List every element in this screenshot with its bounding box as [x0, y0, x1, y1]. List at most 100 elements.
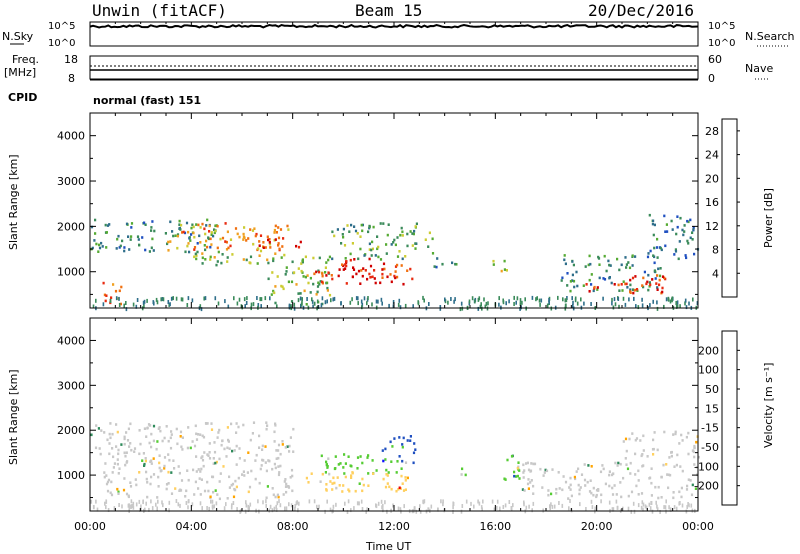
ground-scatter-pixel [288, 303, 291, 308]
echo-pixel [659, 246, 662, 250]
echo-pixel [170, 492, 174, 495]
echo-pixel [167, 249, 170, 252]
ground-scatter-pixel [412, 304, 414, 309]
echo-pixel [570, 494, 573, 498]
ground-scatter-pixel [474, 299, 476, 304]
echo-pixel [300, 269, 303, 273]
echo-pixel [288, 444, 291, 448]
echo-pixel [608, 473, 611, 477]
ground-scatter-pixel [349, 300, 352, 305]
power-colorbar-tick-label: 4 [712, 267, 719, 280]
echo-pixel [214, 224, 217, 228]
echo-pixel [255, 232, 258, 236]
echo-pixel [146, 481, 149, 484]
echo-pixel [350, 464, 353, 468]
echo-pixel [369, 276, 372, 279]
echo-pixel [275, 457, 278, 460]
ground-scatter-pixel [642, 502, 645, 507]
echo-pixel [202, 464, 205, 468]
echo-pixel [138, 429, 141, 432]
echo-pixel [242, 238, 245, 241]
ground-scatter-pixel [142, 500, 144, 505]
echo-pixel [117, 472, 120, 475]
echo-pixel [186, 469, 189, 472]
echo-pixel [359, 282, 362, 285]
echo-pixel [411, 244, 414, 247]
echo-pixel [277, 242, 280, 245]
echo-pixel [566, 284, 569, 287]
echo-pixel [117, 448, 120, 452]
echo-pixel [151, 220, 154, 223]
echo-pixel [385, 252, 388, 255]
echo-pixel [336, 228, 339, 231]
ground-scatter-pixel [380, 499, 383, 504]
echo-pixel [152, 457, 155, 460]
echo-pixel [359, 247, 362, 251]
echo-pixel [341, 233, 344, 236]
echo-pixel [117, 492, 120, 495]
ground-scatter-pixel [651, 509, 654, 514]
echo-pixel [400, 467, 403, 470]
echo-pixel [598, 276, 601, 280]
echo-pixel [259, 234, 263, 237]
ground-scatter-pixel [649, 303, 651, 308]
echo-pixel [218, 428, 221, 432]
echo-pixel [663, 214, 666, 218]
echo-pixel [654, 485, 657, 489]
ground-scatter-pixel [574, 298, 577, 303]
echo-pixel [213, 228, 216, 231]
echo-pixel [394, 243, 397, 247]
echo-pixel [371, 247, 374, 251]
echo-pixel [385, 243, 388, 246]
echo-pixel [620, 283, 623, 286]
echo-pixel [194, 480, 197, 484]
velocity-colorbar-tick-label: -50 [701, 441, 719, 454]
echo-pixel [98, 246, 102, 250]
echo-pixel [175, 427, 178, 431]
echo-pixel [569, 476, 572, 480]
echo-pixel [212, 457, 215, 460]
ground-scatter-pixel [493, 507, 496, 512]
echo-pixel [492, 259, 495, 263]
echo-pixel [193, 255, 196, 259]
echo-pixel [631, 254, 634, 257]
echo-pixel [169, 220, 172, 224]
echo-pixel [348, 489, 351, 493]
echo-pixel [158, 466, 161, 470]
echo-pixel [689, 218, 692, 222]
echo-pixel [191, 440, 194, 443]
echo-pixel [104, 462, 107, 465]
echo-pixel [603, 254, 606, 258]
echo-pixel [678, 490, 681, 494]
echo-pixel [628, 437, 631, 441]
echo-pixel [325, 261, 328, 264]
ground-scatter-pixel [590, 302, 592, 306]
echo-pixel [564, 262, 567, 266]
echo-pixel [280, 256, 283, 259]
echo-pixel [235, 422, 238, 425]
echo-pixel [569, 483, 572, 487]
echo-pixel [135, 483, 138, 487]
echo-pixel [241, 473, 244, 476]
ground-scatter-pixel [360, 299, 363, 304]
echo-pixel [245, 258, 248, 262]
echo-pixel [130, 226, 133, 229]
echo-pixel [634, 275, 637, 278]
echo-pixel [376, 235, 379, 238]
ground-scatter-pixel [365, 509, 367, 514]
echo-pixel [327, 271, 330, 274]
echo-pixel [567, 497, 570, 500]
ground-scatter-pixel [187, 499, 190, 504]
echo-pixel [247, 237, 250, 240]
echo-pixel [226, 497, 229, 500]
echo-pixel [375, 469, 378, 472]
echo-pixel [663, 430, 666, 434]
ground-scatter-pixel [585, 507, 587, 511]
echo-pixel [349, 252, 352, 256]
echo-pixel [274, 224, 277, 228]
echo-pixel [635, 288, 639, 291]
echo-pixel [220, 443, 223, 447]
echo-pixel [660, 496, 663, 499]
echo-pixel [342, 466, 345, 469]
echo-pixel [204, 232, 207, 236]
